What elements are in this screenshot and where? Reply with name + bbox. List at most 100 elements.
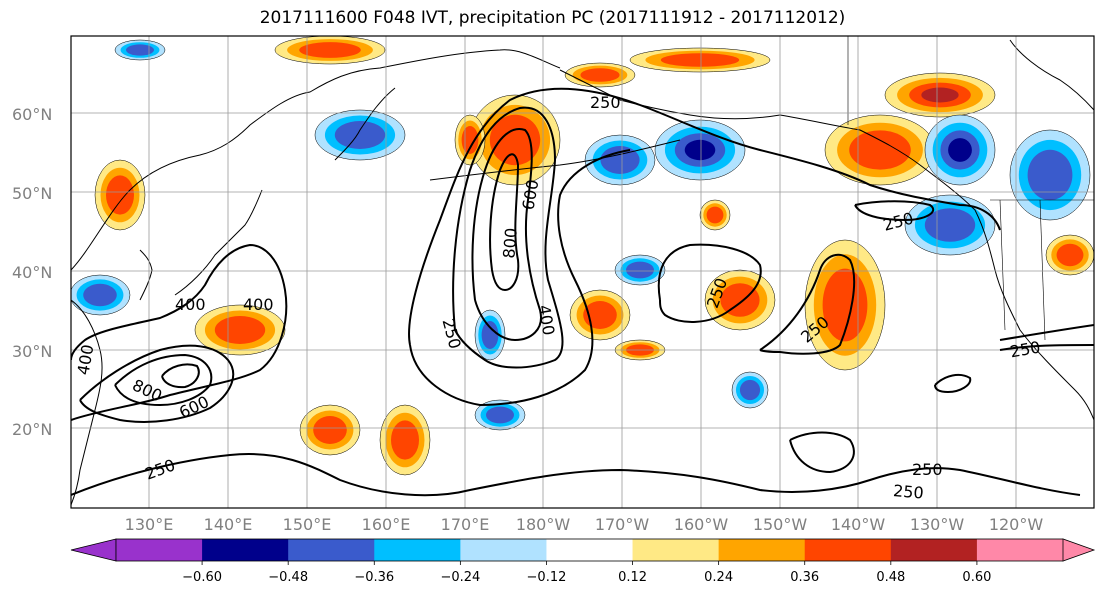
precip-patch: [486, 406, 514, 424]
clabel-250-i: 250: [892, 481, 924, 503]
coast-japan: [174, 189, 263, 296]
precip-patch: [1056, 243, 1084, 267]
clabel-400-a: 400: [175, 295, 206, 314]
lon-label-5: 180°W: [516, 515, 571, 534]
precip-patch: [313, 416, 347, 444]
coast-asia: [71, 49, 561, 271]
cbar-swatch-1: [202, 539, 289, 561]
clabel-800-a: 800: [499, 227, 521, 259]
precip-patch: [334, 121, 386, 149]
cbar-swatch-9: [890, 539, 978, 561]
cbar-swatch-8: [804, 539, 892, 561]
precip-patch: [580, 68, 620, 82]
coast-alaska: [559, 69, 921, 166]
contour-600-west: [114, 353, 213, 407]
contour-250-na2: [999, 344, 1094, 351]
precip-patch: [214, 316, 266, 344]
cbar-label-7: 0.36: [790, 570, 819, 585]
lat-label-30n: 30°N: [12, 342, 52, 361]
coast-china: [71, 299, 103, 506]
cbar-frame: [115, 538, 1064, 562]
contour-250-plume: [408, 87, 1001, 346]
lon-label-4: 170°E: [441, 515, 490, 534]
borders: [847, 36, 1094, 341]
clabel-400-b: 400: [243, 295, 274, 314]
contour-400-plume: [452, 106, 564, 369]
contour-600-plume: [471, 128, 542, 342]
contour-250-na: [999, 324, 1094, 341]
cbar-extend-right: [1062, 538, 1096, 562]
lon-label-0: 130°E: [125, 515, 174, 534]
precip-patch: [660, 53, 740, 67]
lon-label-6: 170°W: [595, 515, 650, 534]
clabel-250-a: 250: [590, 93, 621, 112]
precip-patch: [1027, 149, 1073, 201]
coast-hudson: [1009, 39, 1094, 111]
precip-patch: [583, 301, 617, 329]
coast-korea: [139, 249, 153, 301]
lon-label-10: 130°W: [910, 515, 965, 534]
contour-250-gulf: [854, 200, 935, 222]
lat-labels: 60°N 50°N 40°N 30°N 20°N: [12, 105, 52, 439]
precip-patch: [106, 175, 134, 215]
precip-patch: [391, 420, 419, 460]
contour-250-south2: [789, 431, 855, 474]
lon-label-3: 160°E: [362, 515, 411, 534]
cbar-label-6: 0.24: [704, 570, 733, 585]
contour-250-south: [71, 453, 1081, 497]
precip-patch: [706, 206, 724, 224]
cbar-swatch-0: [116, 539, 203, 561]
cbar-swatch-7: [718, 539, 806, 561]
contour-250-plume-south: [409, 149, 631, 407]
contour-800-plume: [489, 153, 520, 292]
precip-patch: [299, 42, 361, 58]
lat-label-40n: 40°N: [12, 263, 52, 282]
contour-800-west: [161, 363, 200, 389]
lon-label-1: 140°E: [204, 515, 253, 534]
lat-label-20n: 20°N: [12, 420, 52, 439]
ivt-contours: [71, 87, 1094, 497]
cbar-swatch-6: [632, 539, 720, 561]
precip-patch: [921, 87, 959, 103]
cbar-label-9: 0.60: [962, 570, 991, 585]
contour-250-east1: [657, 243, 762, 323]
lon-label-2: 150°E: [283, 515, 332, 534]
coast-kamchatka: [334, 87, 396, 161]
precip-patch: [822, 268, 868, 342]
cbar-swatch-5: [546, 539, 634, 561]
contour-400-west: [79, 344, 235, 423]
precip-patch: [481, 321, 499, 349]
precip-patch: [924, 208, 976, 242]
map-frame: [70, 35, 1095, 509]
lon-label-9: 140°W: [831, 515, 886, 534]
precip-patch: [489, 114, 541, 166]
precip-patch: [720, 283, 760, 317]
cbar-swatch-3: [374, 539, 461, 561]
cbar-label-4: −0.12: [527, 570, 567, 585]
precip-shading: [71, 36, 1094, 476]
lon-label-8: 150°W: [753, 515, 808, 534]
cbar-label-2: −0.36: [354, 570, 394, 585]
lon-label-11: 120°W: [989, 515, 1044, 534]
precip-patch: [739, 379, 761, 401]
map-title: 2017111600 F048 IVT, precipitation PC (2…: [259, 8, 846, 28]
cbar-swatch-4: [460, 539, 547, 561]
precip-patch: [948, 138, 972, 162]
precip-patch: [461, 126, 479, 154]
contour-250-se: [934, 373, 972, 394]
cbar-swatch-2: [288, 539, 375, 561]
cbar-label-0: −0.60: [182, 570, 222, 585]
cbar-label-1: −0.48: [268, 570, 308, 585]
lon-label-7: 160°W: [674, 515, 729, 534]
colorbar: −0.60 −0.48 −0.36 −0.24 −0.12 0.12 0.24 0.36 0.4…: [70, 538, 1096, 585]
contour-250-east2: [759, 253, 856, 355]
coast-aleutians: [429, 139, 681, 181]
cbar-swatch-10: [976, 539, 1064, 561]
precip-patch: [849, 130, 911, 170]
cbar-label-5: 0.12: [618, 570, 647, 585]
precip-patch: [126, 44, 154, 56]
cbar-label-8: 0.48: [876, 570, 905, 585]
cbar-label-3: −0.24: [440, 570, 480, 585]
precip-patch: [684, 139, 716, 161]
